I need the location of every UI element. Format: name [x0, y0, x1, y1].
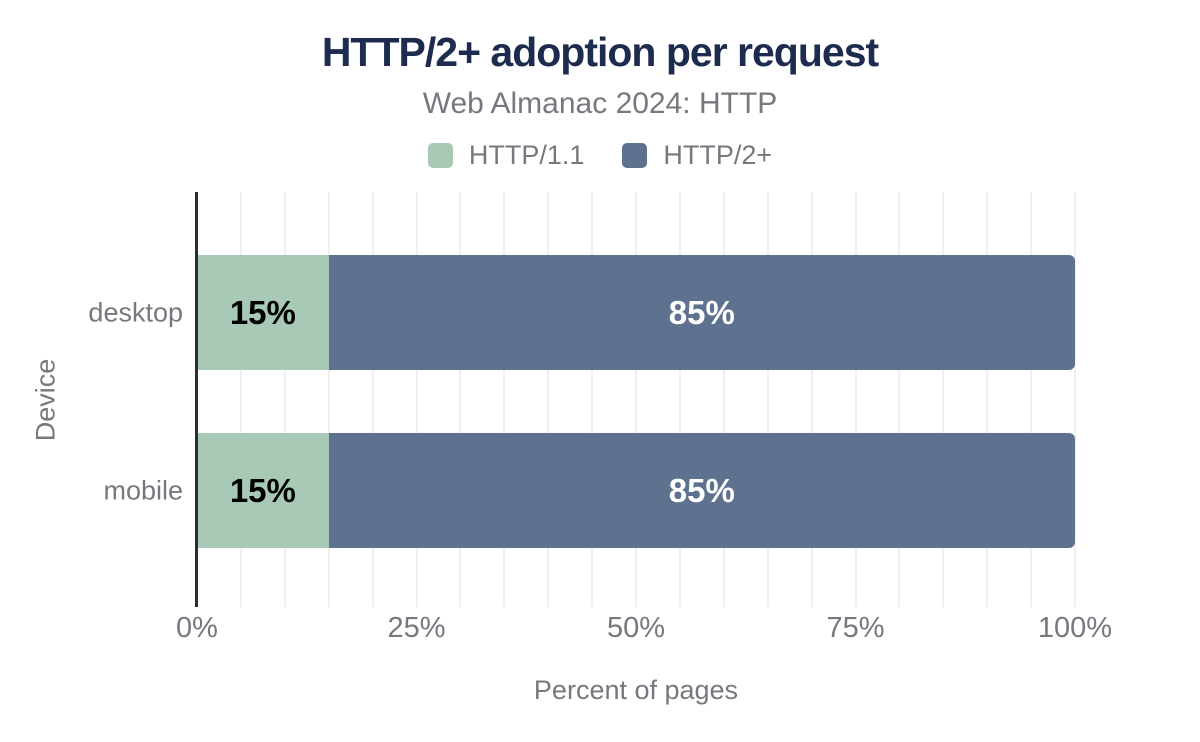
- gridline: [459, 192, 462, 607]
- bar-segment[interactable]: 15%: [197, 255, 329, 370]
- x-tick-label: 50%: [606, 612, 666, 644]
- gridline: [986, 192, 989, 607]
- legend: HTTP/1.1 HTTP/2+: [0, 140, 1200, 171]
- y-axis-title: Device: [30, 358, 61, 442]
- chart-title: HTTP/2+ adoption per request: [321, 29, 879, 75]
- bar-row: 15% 85%: [197, 433, 1075, 548]
- gridline: [898, 192, 901, 607]
- gridline: [766, 192, 769, 607]
- gridline: [327, 192, 330, 607]
- legend-swatch: [427, 143, 453, 168]
- gridline: [635, 192, 637, 607]
- bar-segment[interactable]: 85%: [328, 255, 1075, 370]
- legend-label: HTTP/1.1: [468, 140, 585, 170]
- gridline: [239, 192, 242, 607]
- x-axis-title: Percent of pages: [533, 675, 739, 705]
- gridline: [942, 192, 945, 607]
- legend-item: HTTP/2+: [622, 140, 772, 171]
- bar-segment[interactable]: 85%: [328, 433, 1075, 548]
- legend-label: HTTP/2+: [663, 140, 773, 170]
- x-tick-label: 0%: [176, 612, 218, 644]
- bar-value-label: 15%: [229, 294, 296, 331]
- gridline: [503, 192, 506, 607]
- bar-value-label: 85%: [668, 294, 735, 331]
- x-axis-ticks: 0% 25% 50% 75% 100%: [176, 612, 1112, 648]
- chart-subtitle: Web Almanac 2024: HTTP: [422, 87, 778, 120]
- gridline: [591, 192, 594, 607]
- category-label: mobile: [103, 475, 183, 505]
- gridline: [371, 192, 374, 607]
- bar-segment[interactable]: 15%: [197, 433, 329, 548]
- bar-value-label: 85%: [668, 472, 735, 509]
- x-tick-label: 100%: [1037, 612, 1113, 644]
- legend-swatch: [622, 143, 648, 168]
- gridline: [547, 192, 550, 607]
- bar-row: 15% 85%: [197, 255, 1075, 370]
- gridline: [415, 192, 418, 607]
- legend-item: HTTP/1.1: [427, 140, 585, 171]
- gridline: [722, 192, 725, 607]
- gridline: [1074, 192, 1076, 607]
- gridline: [283, 192, 286, 607]
- x-tick-label: 25%: [387, 612, 446, 644]
- gridline: [1030, 192, 1033, 607]
- plot-area: 15% 85% desktop 15% 85% mobile: [88, 192, 1076, 607]
- y-axis-line: [195, 192, 198, 607]
- x-tick-label: 75%: [826, 612, 885, 644]
- gridline: [854, 192, 857, 607]
- gridline: [810, 192, 813, 607]
- category-label: desktop: [88, 297, 183, 327]
- gridline: [678, 192, 681, 607]
- bar-value-label: 15%: [229, 472, 296, 509]
